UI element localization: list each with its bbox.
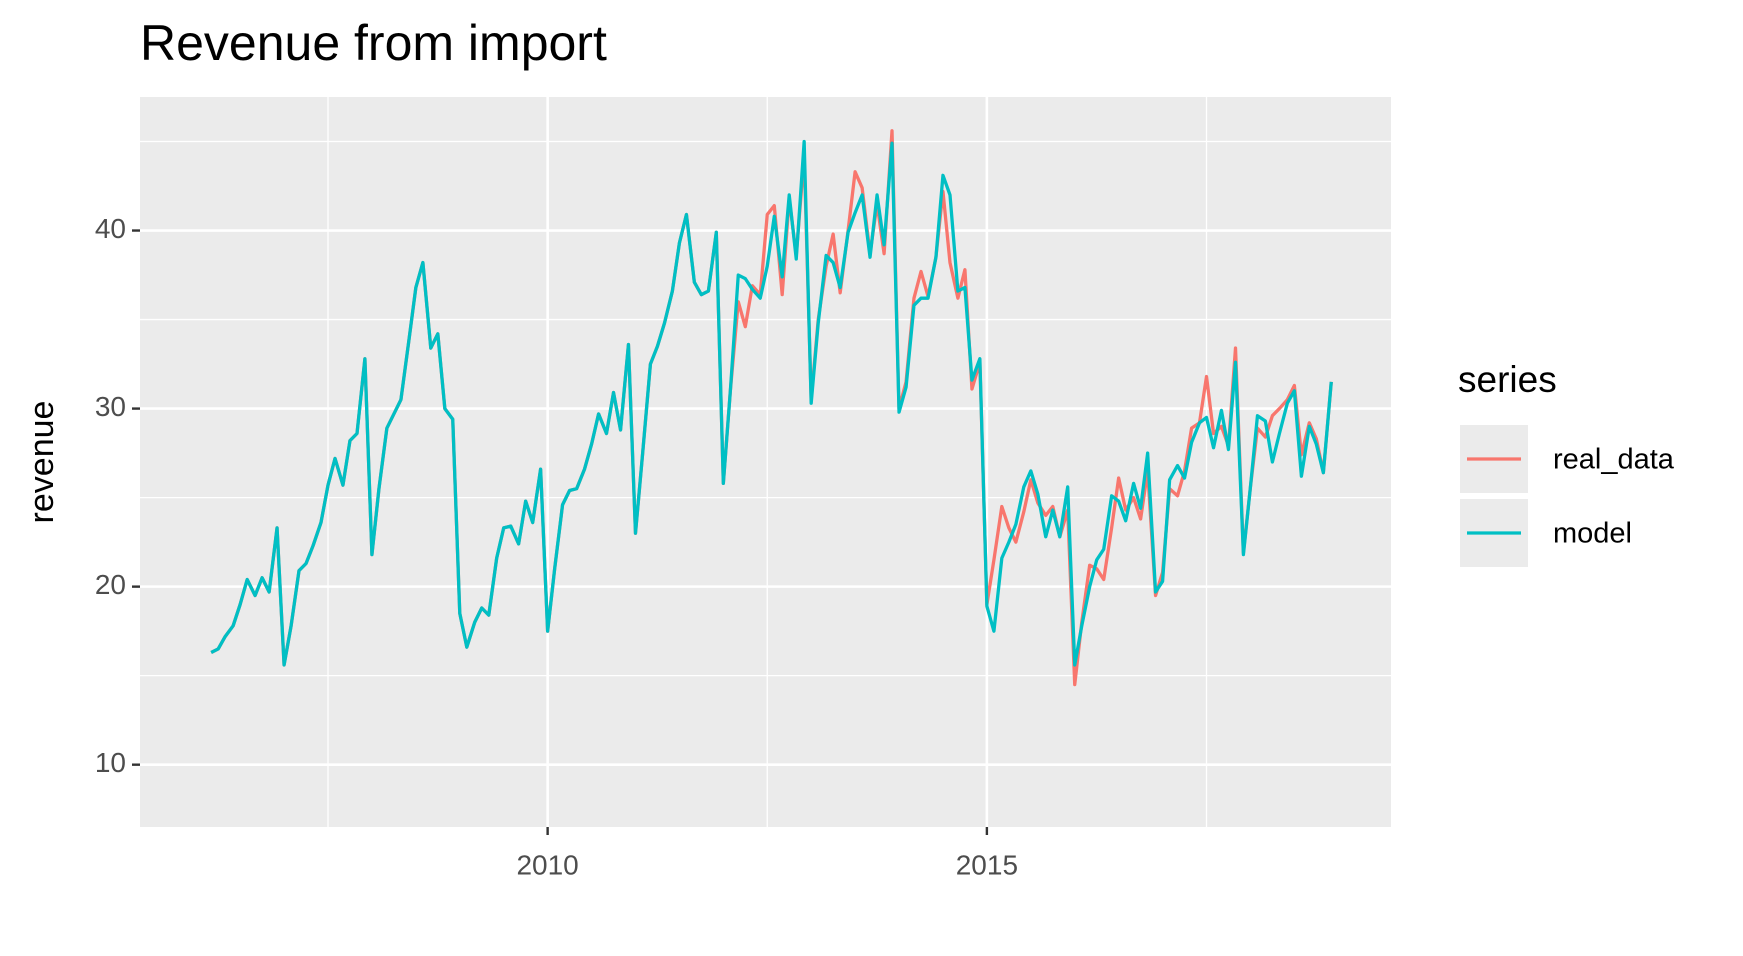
legend-title: series — [1458, 359, 1557, 400]
y-tick-label: 10 — [95, 747, 126, 778]
y-tick-label: 20 — [95, 569, 126, 600]
y-axis-label: revenue — [23, 401, 61, 524]
series-line — [210, 139, 1333, 667]
y-tick-label: 40 — [95, 213, 126, 244]
legend-label: model — [1553, 518, 1632, 550]
legend-label: real_data — [1553, 444, 1675, 476]
x-tick-label: 2010 — [516, 849, 578, 880]
x-tick-label: 2015 — [956, 849, 1018, 880]
y-tick-label: 30 — [95, 391, 126, 422]
chart-title: Revenue from import — [140, 15, 607, 71]
